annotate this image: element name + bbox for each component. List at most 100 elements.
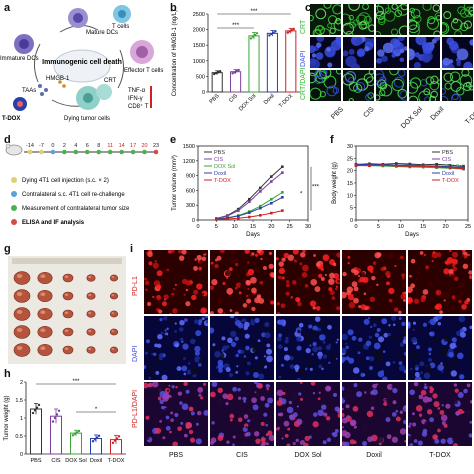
texture-dot (145, 339, 151, 344)
texture-dot (270, 403, 274, 410)
texture-dot (408, 424, 411, 428)
data-point (272, 31, 275, 34)
texture-dot (419, 251, 424, 255)
texture-dot (373, 350, 380, 358)
texture-dot (268, 263, 274, 270)
texture-dot (410, 416, 414, 421)
texture-dot (376, 94, 381, 101)
texture-dot (437, 322, 442, 326)
y-tick-label: 1500 (193, 43, 205, 49)
timeline-label: 6 (86, 143, 89, 149)
texture-dot (459, 290, 464, 295)
texture-dot (342, 386, 345, 391)
texture-dot (242, 303, 248, 308)
texture-dot (165, 342, 169, 346)
data-point (233, 71, 236, 74)
taas-dots-icon (38, 84, 48, 96)
texture-dot (210, 285, 215, 290)
x-tick-label: 10 (398, 224, 404, 230)
texture-dot (217, 398, 224, 405)
texture-dot (194, 350, 200, 356)
texture-dot (469, 399, 472, 404)
legend-dot-elisa (11, 219, 17, 225)
texture-dot (266, 442, 269, 446)
texture-dot (217, 308, 224, 314)
micrograph-texture (210, 316, 274, 380)
texture-dot (283, 347, 288, 352)
texture-dot (318, 391, 321, 394)
texture-dot (285, 291, 290, 296)
texture-dot (144, 382, 149, 389)
texture-dot (373, 342, 381, 350)
x-tick-label: PBS (30, 458, 41, 464)
texture-dot (170, 294, 174, 299)
y-tick-label: 300 (186, 203, 195, 209)
data-point (270, 180, 273, 183)
micrograph-texture (276, 316, 339, 380)
texture-dot (217, 435, 224, 441)
texture-dot (326, 437, 332, 442)
texture-dot (263, 355, 266, 358)
data-point (237, 209, 240, 212)
data-point (226, 217, 229, 221)
texture-dot (408, 297, 413, 304)
texture-dot (335, 357, 338, 360)
tumor-highlight (111, 312, 115, 314)
texture-dot (201, 317, 205, 321)
texture-dot (183, 293, 186, 296)
data-point (270, 175, 273, 178)
texture-dot (376, 5, 384, 17)
texture-dot (174, 330, 178, 333)
y-tick-label: 0 (192, 218, 195, 224)
tumor-highlight (88, 275, 92, 278)
texture-dot (281, 276, 285, 280)
legend-text-measurement: Measurement of contralateral tumor size (22, 206, 130, 212)
texture-dot (188, 406, 194, 412)
tumor-icon (13, 307, 31, 321)
texture-dot (236, 365, 239, 368)
texture-dot (451, 361, 457, 367)
data-point (435, 165, 438, 169)
data-point (448, 163, 452, 167)
texture-dot (368, 285, 373, 290)
texture-dot (452, 443, 459, 446)
texture-dot (363, 292, 367, 296)
texture-dot (302, 264, 309, 272)
texture-dot (217, 297, 224, 304)
legend-label: PBS (214, 150, 225, 156)
texture-dot (387, 252, 394, 260)
texture-dot (321, 404, 327, 410)
texture-dot (462, 82, 472, 92)
texture-dot (295, 256, 301, 262)
tumor-photo (8, 256, 126, 364)
texture-dot (260, 421, 265, 426)
texture-dot (278, 267, 285, 275)
texture-dot (332, 262, 337, 267)
texture-dot (240, 391, 243, 394)
texture-dot (254, 392, 260, 398)
texture-dot (260, 438, 264, 442)
texture-dot (452, 399, 458, 405)
texture-dot (244, 250, 250, 254)
texture-dot (310, 87, 322, 100)
texture-dot (435, 291, 440, 295)
texture-dot (197, 387, 204, 393)
texture-dot (262, 340, 267, 345)
texture-dot (317, 346, 322, 351)
tumor-icon (62, 345, 74, 355)
texture-dot (317, 409, 324, 417)
texture-dot (433, 413, 440, 419)
texture-dot (433, 401, 440, 408)
legend-label: CIS (442, 157, 452, 163)
texture-dot (403, 46, 407, 51)
y-tick-label: 2 (20, 380, 23, 386)
texture-dot (320, 320, 325, 326)
texture-dot (437, 407, 441, 410)
micrograph-texture (408, 250, 472, 314)
texture-dot (385, 417, 391, 423)
column-label: DOX Sol (294, 452, 322, 459)
texture-dot (145, 415, 150, 420)
texture-dot (255, 253, 259, 257)
texture-dot (372, 383, 378, 389)
texture-dot (363, 318, 370, 325)
